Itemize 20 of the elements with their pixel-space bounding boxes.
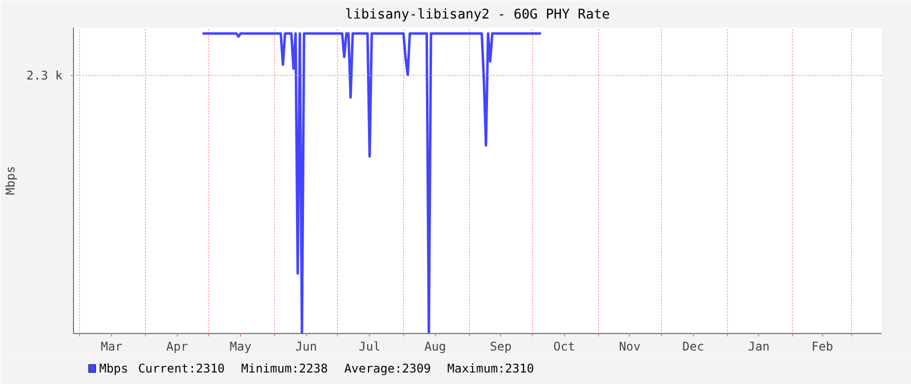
text: Minimum:2238 bbox=[241, 362, 328, 376]
x-tick-label: Oct bbox=[553, 340, 576, 354]
text: Maximum:2310 bbox=[447, 362, 534, 376]
x-tick-label: Sep bbox=[490, 340, 512, 354]
x-tick-label: Jun bbox=[295, 340, 318, 354]
x-tick-label: May bbox=[230, 340, 252, 354]
chart-title: libisany-libisany2 - 60G PHY Rate bbox=[345, 8, 610, 22]
x-tick-label: Dec bbox=[682, 340, 704, 354]
x-tick-label: Mar bbox=[100, 340, 122, 354]
ref-line-label: 2.3 k bbox=[26, 68, 64, 82]
legend-label: Mbps bbox=[99, 362, 128, 376]
x-tick-label: Jul bbox=[358, 340, 380, 354]
x-tick-label: Jan bbox=[748, 340, 770, 354]
y-axis-title: Mbps bbox=[3, 166, 18, 195]
x-tick-label: Apr bbox=[166, 340, 188, 354]
x-tick-label: Nov bbox=[618, 340, 641, 354]
x-tick-label: Aug bbox=[424, 340, 446, 354]
x-tick-label: Feb bbox=[811, 340, 834, 354]
text: Current:2310 bbox=[138, 362, 225, 376]
text: Average:2309 bbox=[344, 362, 431, 376]
